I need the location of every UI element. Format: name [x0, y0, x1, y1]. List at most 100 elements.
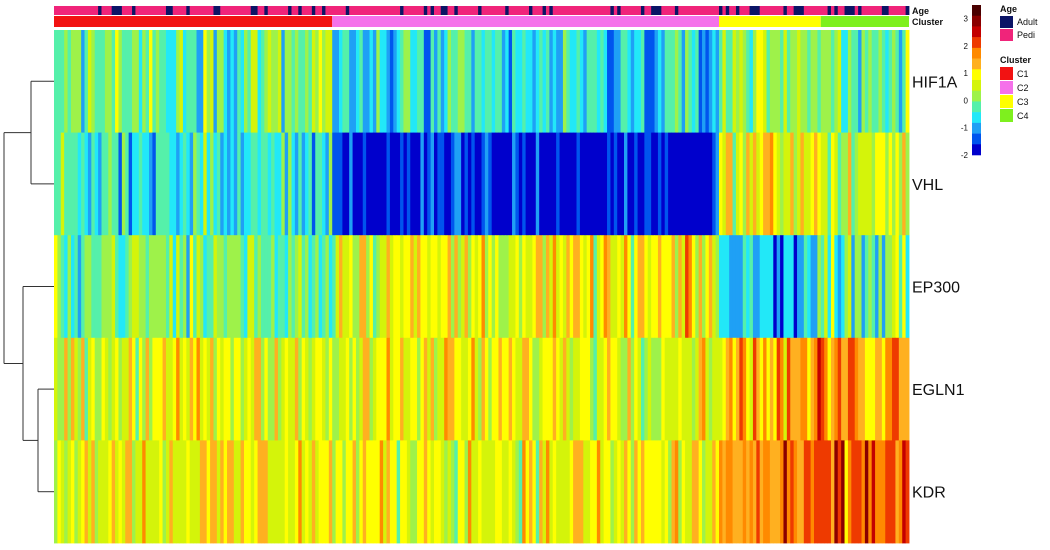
heatmap-cell [495, 235, 499, 339]
heatmap-cell [535, 132, 540, 236]
heatmap-cell [91, 235, 96, 339]
heatmap-cell [227, 440, 231, 544]
heatmap-cell [562, 440, 567, 544]
heatmap-cell [695, 440, 700, 544]
heatmap-cell [128, 235, 133, 339]
heatmap-cell [644, 132, 649, 236]
heatmap-cell [624, 235, 628, 339]
heatmap-cell [60, 337, 65, 441]
heatmap-cell [566, 30, 571, 133]
heatmap-cell [98, 337, 102, 441]
heatmap-cell [54, 440, 58, 544]
heatmap-cell [481, 235, 486, 339]
heatmap-cell [393, 235, 398, 339]
heatmap-cell [851, 235, 856, 339]
heatmap-cell [552, 132, 557, 236]
heatmap-cell [742, 30, 747, 133]
heatmap-cell [203, 440, 208, 544]
heatmap-cell [291, 30, 296, 133]
heatmap-cell [70, 30, 75, 133]
heatmap-cell [827, 337, 832, 441]
age-annotation-cell [471, 6, 476, 15]
heatmap-cell [735, 440, 740, 544]
heatmap-cell [729, 235, 734, 339]
heatmap-cell [562, 235, 567, 339]
heatmap-cell [355, 440, 360, 544]
age-annotation-cell [590, 6, 594, 15]
age-annotation-cell [824, 6, 828, 15]
heatmap-cell [379, 440, 384, 544]
heatmap-cell [739, 235, 744, 339]
heatmap-cell [837, 337, 842, 441]
age-annotation-cell [674, 6, 679, 15]
heatmap-cell [440, 30, 445, 133]
heatmap-cell [389, 30, 394, 133]
heatmap-cell [267, 30, 272, 133]
heatmap-cell [892, 337, 896, 441]
heatmap-cell [70, 235, 75, 339]
age-annotation-cell [749, 6, 754, 15]
age-annotation-cell [410, 6, 415, 15]
heatmap-cell [617, 132, 622, 236]
heatmap-cell [162, 337, 167, 441]
heatmap-cell [199, 235, 204, 339]
heatmap-cell [586, 235, 591, 339]
heatmap-cell [172, 440, 177, 544]
heatmap-cell [308, 337, 313, 441]
heatmap-cell [593, 235, 598, 339]
heatmap-cell [834, 30, 839, 133]
heatmap-cell [668, 235, 672, 339]
colorbar-swatch [972, 112, 981, 124]
heatmap-cell [498, 235, 503, 339]
age-annotation-cell [875, 6, 879, 15]
heatmap-cell [529, 440, 533, 544]
heatmap-cell [281, 132, 286, 236]
heatmap-cell [698, 440, 703, 544]
heatmap-cell [294, 440, 299, 544]
age-annotation-cell [576, 6, 581, 15]
heatmap-cell [793, 132, 798, 236]
heatmap-cell [108, 30, 113, 133]
heatmap-cell [773, 132, 778, 236]
heatmap-cell [128, 132, 133, 236]
age-annotation-cell [664, 6, 669, 15]
heatmap-cell [440, 235, 445, 339]
heatmap-cell [54, 132, 58, 236]
heatmap-cell [725, 440, 730, 544]
heatmap-cell [145, 132, 150, 236]
heatmap-cell [454, 235, 459, 339]
heatmap-cell [244, 235, 248, 339]
heatmap-cell [664, 132, 669, 236]
age-annotation-cell [240, 6, 245, 15]
heatmap-cell [434, 337, 438, 441]
cluster-legend-label-c1: C1 [1017, 69, 1029, 79]
age-annotation-cell [797, 6, 801, 15]
heatmap-cell [322, 235, 326, 339]
heatmap-cell [610, 132, 615, 236]
heatmap-cell [685, 440, 689, 544]
heatmap-cell [322, 30, 326, 133]
heatmap-cell [698, 235, 703, 339]
heatmap-cell [773, 235, 778, 339]
heatmap-cell [478, 440, 482, 544]
heatmap-cell [145, 337, 150, 441]
heatmap-cell [413, 235, 418, 339]
heatmap-cell [664, 30, 669, 133]
heatmap-cell [746, 440, 750, 544]
heatmap-cell [797, 235, 801, 339]
age-annotation-cell [719, 6, 723, 15]
age-annotation-cell [281, 6, 286, 15]
heatmap-cell [237, 132, 242, 236]
heatmap-cell [291, 337, 296, 441]
heatmap-cell [111, 235, 116, 339]
age-annotation-cell [529, 6, 533, 15]
heatmap-cell [318, 30, 323, 133]
age-annotation-cell [613, 6, 618, 15]
cluster-legend-swatch [1000, 95, 1013, 108]
heatmap-cell [410, 30, 415, 133]
heatmap-cell [135, 30, 140, 133]
heatmap-cell [471, 440, 476, 544]
heatmap-cell [430, 30, 435, 133]
heatmap-cell [803, 440, 808, 544]
